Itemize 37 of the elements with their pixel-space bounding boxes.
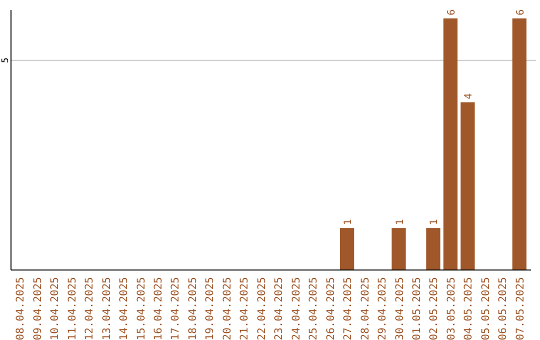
y-tick-label: 5 [1, 58, 11, 64]
data-label: 1 [343, 219, 354, 226]
x-tick-label: 16.04.2025 [152, 277, 164, 340]
x-tick-label: 17.04.2025 [170, 277, 182, 340]
x-tick-label: 09.04.2025 [32, 277, 44, 340]
x-tick-label: 10.04.2025 [49, 277, 62, 340]
x-tick-label: 24.04.2025 [290, 277, 302, 340]
x-tick-label: 25.04.2025 [308, 277, 320, 340]
x-tick-label: 05.05.2025 [480, 277, 492, 340]
x-tick-label: 20.04.2025 [221, 277, 234, 340]
x-tick-label: 12.04.2025 [84, 277, 96, 340]
data-label: 6 [515, 9, 526, 16]
data-label: 1 [429, 219, 440, 226]
data-label: 4 [464, 93, 475, 100]
x-tick-label: 01.05.2025 [410, 277, 423, 340]
x-tick-label: 23.04.2025 [273, 277, 286, 340]
x-tick-label: 02.05.2025 [428, 277, 440, 340]
data-label: 6 [446, 9, 458, 16]
x-tick-label: 30.04.2025 [394, 277, 406, 340]
x-tick-label: 08.04.2025 [14, 277, 27, 340]
x-tick-label: 22.04.2025 [256, 277, 268, 340]
x-tick-label: 15.04.2025 [135, 277, 148, 340]
x-tick-label: 13.04.2025 [100, 277, 113, 340]
x-tick-label: 14.04.2025 [118, 277, 130, 340]
x-tick-label: 28.04.2025 [359, 277, 372, 340]
x-tick-label: 27.04.2025 [342, 277, 354, 340]
x-tick-label: 07.05.2025 [514, 277, 526, 340]
x-tick-label: 03.05.2025 [445, 277, 458, 340]
x-tick-label: 11.04.2025 [66, 277, 78, 340]
x-tick-label: 18.04.2025 [186, 277, 199, 340]
x-tick-label: 19.04.2025 [204, 277, 216, 340]
x-tick-label: 04.05.2025 [462, 277, 475, 340]
x-tick-label: 29.04.2025 [376, 277, 389, 340]
x-tick-label: 26.04.2025 [324, 277, 337, 340]
data-label: 1 [394, 219, 406, 226]
x-tick-label: 06.05.2025 [497, 277, 510, 340]
x-tick-label: 21.04.2025 [238, 277, 251, 340]
